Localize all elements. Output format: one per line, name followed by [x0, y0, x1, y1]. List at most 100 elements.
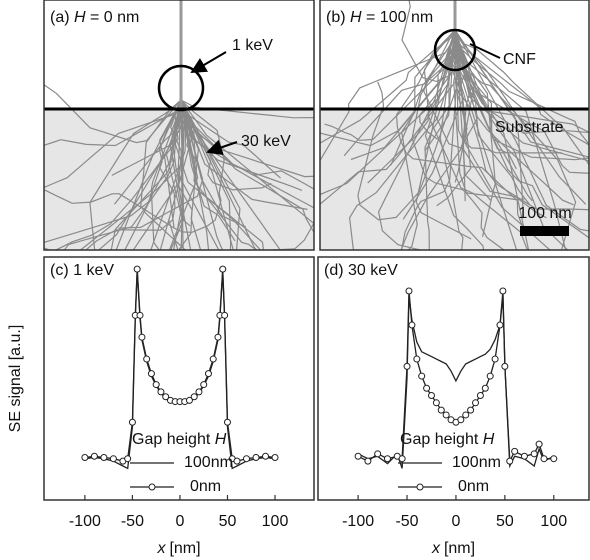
x-tick-label: -50 [395, 513, 418, 530]
data-point [520, 452, 528, 460]
plot-frame [317, 256, 590, 501]
panel-label: (a) H = 0 nm [50, 9, 139, 26]
data-point [100, 453, 108, 461]
trajectory [115, 99, 182, 250]
data-point [185, 396, 193, 404]
trajectory [454, 29, 589, 232]
vacuum-region [44, 0, 314, 109]
trajectory [180, 99, 224, 250]
data-point [550, 455, 558, 463]
legend-title-var: H [215, 431, 227, 448]
data-point [530, 450, 538, 458]
trajectory [439, 29, 464, 250]
data-point [413, 355, 421, 363]
trajectory [171, 99, 220, 250]
legend-title-text: Gap height [400, 431, 483, 448]
trajectory [424, 29, 485, 250]
legend-title: Gap height H [400, 431, 495, 448]
legend-label: 100nm [452, 454, 501, 471]
trajectory [454, 29, 589, 146]
trajectory [452, 29, 551, 250]
x-axis-label-unit: [nm] [169, 540, 200, 557]
data-point [501, 362, 509, 370]
data-point [81, 453, 89, 461]
data-point [457, 416, 465, 424]
trajectory [411, 29, 525, 201]
data-point [128, 418, 136, 426]
trajectory [132, 99, 194, 250]
trajectory [454, 29, 589, 174]
trajectory [400, 29, 468, 250]
data-point [472, 399, 480, 407]
trajectory [454, 29, 567, 250]
data-point [427, 392, 435, 400]
data-point [499, 287, 507, 295]
legend-label: 0nm [190, 478, 221, 495]
data-point [214, 333, 222, 341]
trajectory [401, 29, 456, 250]
trajectory [454, 29, 577, 250]
data-point [252, 453, 260, 461]
x-axis-label-var: x [156, 540, 166, 557]
data-point [157, 388, 165, 396]
x-tick-label: -100 [69, 513, 101, 530]
data-point [467, 406, 475, 414]
data-point [209, 355, 217, 363]
trajectory [454, 29, 492, 201]
data-point [476, 392, 484, 400]
trajectory [63, 99, 182, 250]
trajectory [320, 29, 457, 162]
trajectory [44, 84, 182, 144]
panel-label-var: H [350, 9, 362, 26]
data-point [195, 388, 203, 396]
legend-title-text: Gap height [132, 431, 215, 448]
data-point [364, 457, 372, 465]
panel-frame [319, 0, 590, 251]
data-point [243, 455, 250, 463]
trajectories [44, 84, 314, 250]
x-axis-label-var: x [431, 540, 441, 557]
data-point [143, 355, 151, 363]
trajectory [169, 99, 182, 250]
legend-marker [416, 483, 424, 491]
highlight-circle [157, 64, 205, 112]
data-point [398, 455, 406, 463]
data-point [271, 453, 279, 461]
data-point [138, 333, 146, 341]
x-axis-label-unit: [nm] [444, 540, 475, 557]
trajectory [415, 29, 472, 240]
trajectory [320, 29, 456, 144]
panel-label-var: H [74, 9, 86, 26]
x-tick-label: -100 [342, 513, 374, 530]
data-point [432, 399, 440, 407]
data-point [219, 265, 227, 273]
data-point [90, 452, 98, 460]
data-point [223, 418, 231, 426]
plot-frame [43, 256, 315, 501]
panel-label-value: = 0 nm [86, 9, 140, 26]
trajectory [454, 29, 589, 161]
trajectory [113, 99, 182, 205]
trajectory [170, 99, 184, 250]
data-point [133, 265, 141, 273]
trajectory [453, 30, 505, 250]
scale-bar [520, 226, 569, 236]
annotation: 1 keV [232, 37, 273, 54]
trajectory [44, 99, 182, 189]
chart-title: (d) 30 keV [324, 262, 398, 279]
data-point [506, 457, 514, 465]
trajectory [454, 29, 589, 158]
data-point [162, 393, 170, 401]
panel-label-value: = 100 nm [362, 9, 434, 26]
trajectory [400, 29, 460, 250]
panel-label-prefix: (b) [326, 9, 350, 26]
data-point [233, 457, 241, 465]
trajectory [168, 99, 258, 250]
arrow [206, 139, 238, 155]
data-point [511, 447, 519, 455]
x-axis-label: x [nm] [431, 540, 475, 557]
data-point [136, 311, 144, 319]
data-point [418, 372, 426, 380]
